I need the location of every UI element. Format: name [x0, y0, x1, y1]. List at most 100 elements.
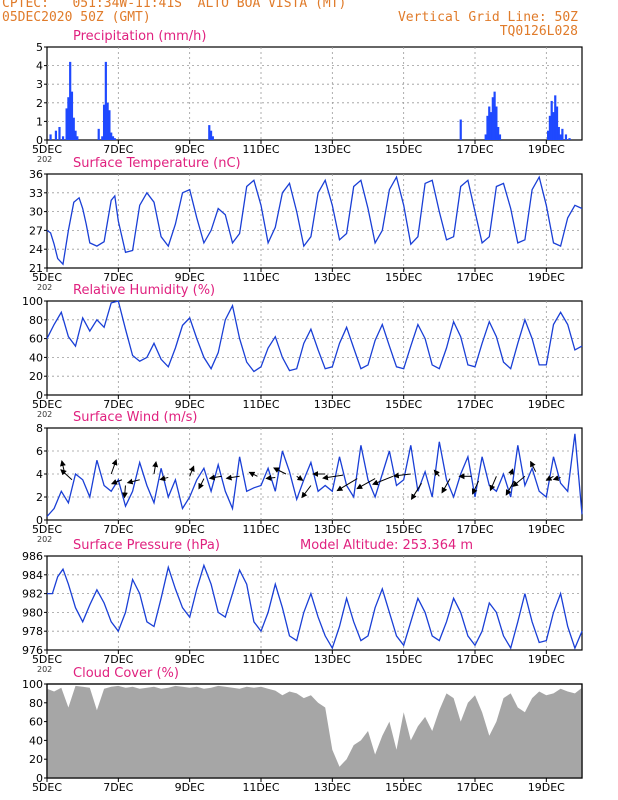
- x-tick-label: 19DEC: [528, 523, 565, 536]
- wind-vector: [110, 479, 123, 485]
- y-tick-label: 986: [22, 550, 43, 563]
- precip-bar: [70, 91, 74, 140]
- panel-title: Surface Wind (m/s): [73, 410, 197, 425]
- precip-bar: [69, 61, 72, 140]
- y-tick-label: 60: [29, 716, 43, 729]
- precip-bar: [110, 132, 113, 140]
- x-tick-label: 13DEC: [314, 781, 351, 794]
- precip-bar: [72, 117, 75, 140]
- wind-vector: [441, 478, 451, 494]
- x-tick-label: 15DEC: [385, 398, 422, 411]
- precip-bar: [209, 130, 213, 140]
- x-year-fragment: 202: [37, 410, 52, 419]
- x-tick-label: 19DEC: [528, 271, 565, 284]
- x-tick-label: 11DEC: [242, 271, 279, 284]
- wind-vector: [508, 468, 514, 476]
- wind-vector: [126, 478, 140, 485]
- wind-vector: [152, 461, 159, 475]
- precip-bar: [547, 130, 550, 140]
- y-tick-label: 976: [22, 644, 43, 657]
- y-tick-label: 980: [22, 606, 43, 619]
- precip-bar: [76, 136, 79, 140]
- x-tick-label: 17DEC: [456, 271, 493, 284]
- wind-series-line: [46, 433, 583, 517]
- x-tick-label: 17DEC: [456, 523, 493, 536]
- wind-vector: [110, 459, 118, 475]
- x-tick-label: 19DEC: [528, 143, 565, 156]
- y-tick-label: 2: [36, 491, 43, 504]
- header-grid-note: Vertical Grid Line: 50Z: [397, 10, 578, 25]
- precip-bar: [554, 95, 557, 140]
- panel-temp: 21 24 27 30 33 36 5DEC 7DEC 9DEC 11DEC 13DEC 15DEC 1…: [29, 156, 583, 292]
- x-year-fragment: 202: [37, 665, 52, 674]
- precip-bar: [550, 100, 553, 140]
- x-tick-label: 9DEC: [175, 398, 205, 411]
- precip-bar: [101, 136, 104, 140]
- panel-wind: 0 2 4 6 8 5DEC 7DEC 9DEC 11DEC 13DEC 15DEC 17DEC 19D…: [32, 410, 583, 544]
- y-tick-label: 30: [29, 206, 43, 219]
- precip-bar: [61, 136, 65, 140]
- y-tick-label: 2: [36, 97, 43, 110]
- x-tick-label: 9DEC: [175, 523, 205, 536]
- y-tick-label: 982: [22, 588, 43, 601]
- precip-bar: [559, 134, 562, 140]
- x-tick-label: 13DEC: [314, 523, 351, 536]
- wind-vector: [530, 460, 537, 472]
- panel-frame: [46, 555, 583, 651]
- precip-bar: [102, 104, 106, 140]
- wind-vector: [552, 475, 561, 481]
- wind-vector: [273, 467, 287, 475]
- x-tick-label: 7DEC: [103, 271, 133, 284]
- y-tick-label: 100: [22, 295, 43, 308]
- x-tick-label: 9DEC: [175, 653, 205, 666]
- precip-bar: [548, 115, 551, 140]
- x-tick-label: 5DEC: [32, 271, 62, 284]
- x-tick-label: 7DEC: [103, 398, 133, 411]
- precip-bar: [564, 134, 568, 140]
- x-tick-label: 15DEC: [385, 143, 422, 156]
- y-tick-label: 80: [29, 697, 43, 710]
- panel-frame-top: [46, 683, 583, 779]
- panel-title: Cloud Cover (%): [73, 666, 179, 681]
- panel-frame: [46, 300, 583, 396]
- wind-vector: [225, 474, 240, 481]
- x-tick-label: 13DEC: [314, 143, 351, 156]
- y-tick-label: 20: [29, 370, 43, 383]
- panel-precip: 0 1 2 3 4 5 5DEC 7DEC 9DEC 11DEC 13DEC 15DEC 17DEC 19…: [32, 29, 583, 164]
- precip-bar: [459, 119, 462, 140]
- x-tick-label: 17DEC: [456, 781, 493, 794]
- y-tick-label: 80: [29, 314, 43, 327]
- y-tick-label: 36: [29, 168, 43, 181]
- cloud-cover-area: [47, 685, 582, 778]
- y-tick-label: 984: [22, 569, 43, 582]
- x-tick-label: 11DEC: [242, 143, 279, 156]
- y-tick-label: 8: [36, 422, 43, 435]
- y-tick-label: 978: [22, 625, 43, 638]
- panel-frame: [46, 46, 583, 141]
- x-tick-label: 17DEC: [456, 398, 493, 411]
- y-tick-label: 20: [29, 753, 43, 766]
- wind-vector: [410, 482, 422, 501]
- panel-title: Relative Humidity (%): [73, 283, 215, 298]
- x-tick-label: 5DEC: [32, 398, 62, 411]
- wind-vector: [372, 475, 394, 486]
- precip-bar: [58, 126, 61, 140]
- x-tick-label: 11DEC: [242, 653, 279, 666]
- precip-bar: [67, 97, 70, 140]
- x-tick-label: 15DEC: [385, 271, 422, 284]
- precip-bar: [498, 134, 502, 140]
- x-tick-label: 7DEC: [103, 143, 133, 156]
- y-tick-label: 0: [36, 389, 43, 402]
- precip-bar: [104, 61, 107, 140]
- wind-vector: [198, 478, 205, 490]
- precip-bar: [497, 126, 500, 140]
- y-tick-label: 0: [36, 134, 43, 147]
- panel-title: Precipitation (mm/h): [73, 29, 206, 44]
- x-year-fragment: 202: [37, 155, 52, 164]
- y-tick-label: 6: [36, 445, 43, 458]
- x-year-fragment: 202: [37, 535, 52, 544]
- header-station: CPTEC: 051:34W-11:41S ALTO BOA VISTA (MT…: [2, 0, 347, 11]
- wind-vector: [60, 469, 73, 481]
- precip-bar: [495, 106, 498, 140]
- precip-bar: [54, 130, 58, 140]
